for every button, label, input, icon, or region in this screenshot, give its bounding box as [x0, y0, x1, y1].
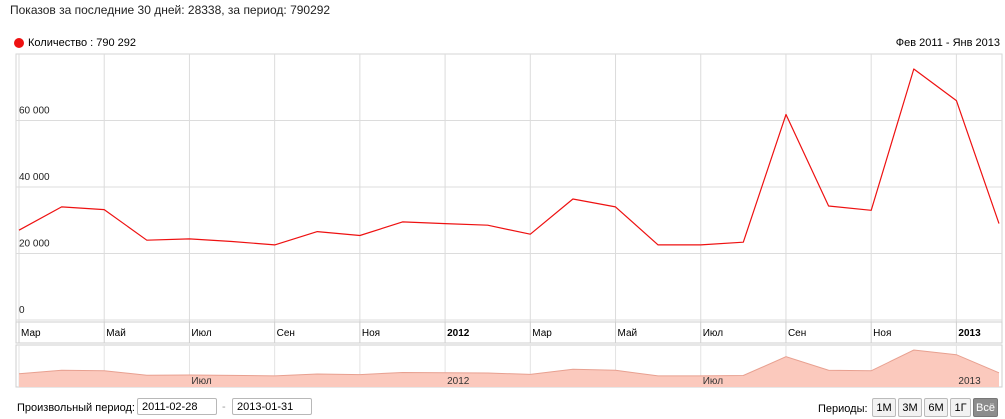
y-tick-label: 0 [19, 305, 25, 316]
series-layer [18, 68, 1000, 246]
page-summary: Показов за последние 30 дней: 28338, за … [10, 3, 331, 17]
navigator-line [18, 349, 1000, 377]
x-axis-band-bg [15, 321, 1003, 344]
x-tick-label: Июл [191, 328, 211, 339]
x-tick-label: Ноя [873, 328, 891, 339]
x-tick-label: Май [618, 328, 638, 339]
chart-grid [15, 53, 1003, 344]
x-tick-label: Мар [21, 328, 41, 339]
start-date-input[interactable]: 2011-02-28 [137, 398, 217, 415]
periods-label: Периоды: [818, 403, 868, 415]
x-tick-label: Сен [277, 328, 295, 339]
legend-label: Количество : 790 292 [28, 37, 137, 49]
x-tick-label: 2013 [958, 328, 981, 339]
series-line [18, 68, 1000, 246]
period-button-1y[interactable]: 1Г [950, 398, 971, 417]
y-tick-label: 20 000 [19, 239, 50, 250]
navigator-label: Июл [703, 376, 723, 387]
series-color-dot-icon [14, 38, 24, 48]
x-tick-label: 2012 [447, 328, 470, 339]
x-axis-band: Мар Май Июл Сен Ноя 2012 Мар Май Июл Сен Ноя 2013 [15, 321, 1003, 344]
end-date-input[interactable]: 2013-01-31 [232, 398, 312, 415]
period-button-all[interactable]: Всё [973, 398, 998, 417]
y-tick-label: 40 000 [19, 172, 50, 183]
custom-period-label: Произвольный период: [17, 402, 135, 414]
period-button-1m[interactable]: 1М [872, 398, 896, 417]
x-tick-label: Ноя [362, 328, 380, 339]
x-tick-label: Май [106, 328, 126, 339]
period-button-3m[interactable]: 3М [898, 398, 922, 417]
date-range-label: Фев 2011 - Янв 2013 [895, 37, 1000, 49]
chart-legend[interactable]: Количество : 790 292 [14, 37, 136, 49]
x-tick-label: Мар [532, 328, 552, 339]
navigator-label: Июл [191, 376, 211, 387]
period-button-6m[interactable]: 6М [924, 398, 948, 417]
navigator-label: 2012 [447, 376, 470, 387]
navigator-panel: Июл 2012 Июл 2013 [15, 344, 1003, 388]
date-separator: - [222, 401, 226, 413]
period-controls: Произвольный период: 2011-02-28 - 2013-0… [0, 396, 1005, 418]
navigator-area [19, 350, 999, 387]
y-tick-label: 60 000 [19, 106, 50, 117]
x-tick-label: Сен [788, 328, 806, 339]
navigator-label: 2013 [958, 376, 981, 387]
y-axis-ticks: 0 20 000 40 000 60 000 [19, 106, 50, 317]
plot-frame [15, 53, 1003, 344]
x-tick-label: Июл [703, 328, 723, 339]
